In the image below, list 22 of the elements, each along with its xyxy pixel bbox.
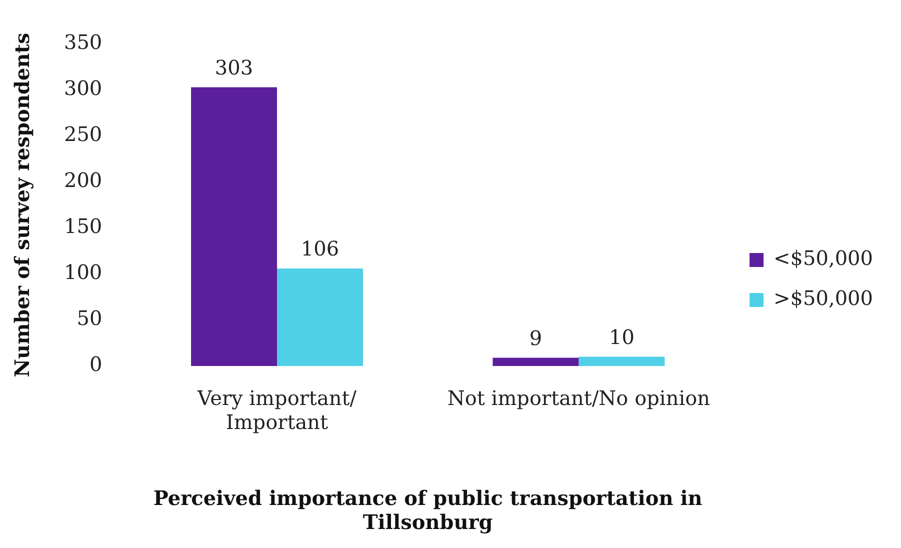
x-axis-title: Perceived importance of public transportation in Tillsonburg [153, 486, 703, 534]
x-tick-label: Very important/ Important [196, 386, 357, 434]
y-tick-label: 0 [89, 352, 102, 376]
y-tick-label: 200 [64, 168, 102, 192]
data-label: 9 [529, 326, 542, 350]
y-axis-title: Number of survey respondents [10, 32, 34, 378]
y-tick-label: 250 [64, 122, 102, 146]
y-tick-label: 150 [64, 214, 102, 238]
data-label: 106 [300, 236, 340, 261]
y-tick-label: 350 [64, 30, 102, 54]
legend-label: <$50,000 [774, 246, 874, 270]
y-tick-label: 50 [76, 306, 102, 330]
bar [191, 87, 278, 366]
y-tick-label: 100 [64, 260, 102, 284]
legend-label: >$50,000 [774, 286, 874, 310]
y-tick-label: 300 [64, 76, 102, 100]
bar [578, 356, 665, 366]
bar [277, 268, 363, 366]
data-label: 10 [608, 325, 634, 350]
x-tick-label: Not important/No opinion [447, 386, 710, 410]
bar [492, 358, 579, 366]
data-label: 303 [214, 55, 254, 80]
